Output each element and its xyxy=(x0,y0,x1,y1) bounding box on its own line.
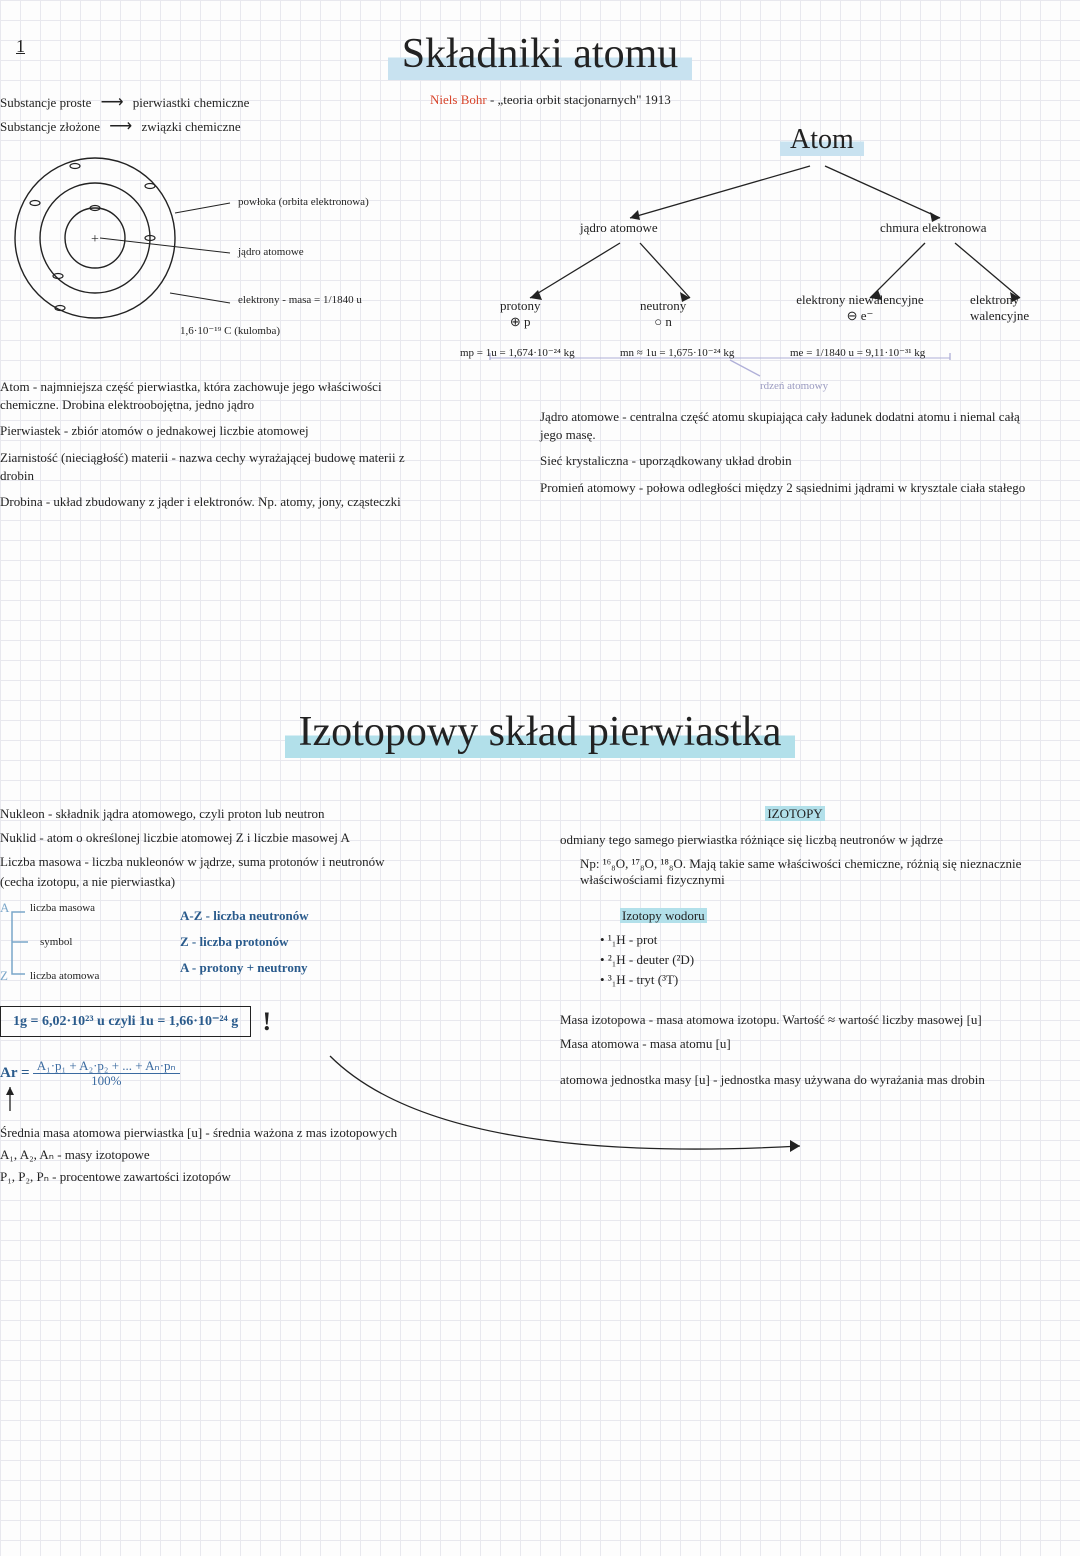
defs-left: Atom - najmniejsza część pierwiastka, kt… xyxy=(0,378,420,519)
h2: • ²₁H - deuter (²D) xyxy=(560,952,1030,968)
izotopy-wodoru-hdr: Izotopy wodoru xyxy=(560,908,1030,924)
def-siec: Sieć krystaliczna - uporządkowany układ … xyxy=(540,452,1040,470)
def-drobina: Drobina - układ zbudowany z jąder i elek… xyxy=(0,493,420,511)
tree-svg xyxy=(430,148,1050,378)
eq-row: 1g = 6,02·10²³ u czyli 1u = 1,66·10⁻²⁴ g… xyxy=(0,1006,480,1037)
n-label: neutrony xyxy=(640,298,686,314)
h1: • ¹₁H - prot xyxy=(560,932,1030,948)
izotopy-hdr: IZOTOPY xyxy=(560,806,1030,822)
mp: mp = 1u = 1,674·10⁻²⁴ kg xyxy=(460,346,575,359)
svg-text:+: + xyxy=(91,232,99,247)
bohr-line: Niels Bohr - „teoria orbit stacjonarnych… xyxy=(430,92,671,108)
defs-right: Jądro atomowe - centralna część atomu sk… xyxy=(540,408,1040,505)
az-symbol-block: A Z liczba masowa symbol liczba atomowa … xyxy=(0,904,480,994)
label-jadro: jądro atomowe xyxy=(238,246,304,258)
ar-num: A₁·p₁ + A₂·p₂ + ... + Aₙ·pₙ xyxy=(33,1059,180,1074)
def-ziarnistosc: Ziarnistość (nieciągłość) materii - nazw… xyxy=(0,449,420,485)
izotopy-hdr-text: IZOTOPY xyxy=(765,806,824,821)
label-elektrony: elektrony - masa = 1/1840 u xyxy=(238,294,362,306)
p-label: protony xyxy=(500,298,540,314)
tree-protony: protony ⊕ p xyxy=(500,298,540,330)
enw-label: elektrony niewalencyjne xyxy=(790,292,930,308)
e-sym: ⊖ e⁻ xyxy=(790,308,930,324)
az-neutrons: A-Z - liczba neutronów xyxy=(180,908,309,924)
sym-label: symbol xyxy=(40,936,72,948)
arrow xyxy=(103,119,138,134)
pierwiastki: pierwiastki chemiczne xyxy=(133,95,250,110)
a-label: liczba masowa xyxy=(30,902,95,914)
ar-label: Ar = xyxy=(0,1065,30,1081)
tree-neutrony: neutrony ○ n xyxy=(640,298,686,330)
tree-enw: elektrony niewalencyjne ⊖ e⁻ xyxy=(790,292,930,324)
label-powloka: powłoka (orbita elektronowa) xyxy=(238,196,369,208)
def-atom: Atom - najmniejsza część pierwiastka, kt… xyxy=(0,378,420,414)
exclaim-icon: ! xyxy=(263,1007,272,1036)
line-proste: Substancje proste pierwiastki chemiczne xyxy=(0,92,249,112)
title-izotopy: Izotopowy skład pierwiastka xyxy=(285,708,796,758)
h3: • ³₁H - tryt (³T) xyxy=(560,972,1030,988)
me: me = 1/1840 u = 9,11·10⁻³¹ kg xyxy=(790,346,925,359)
iw-text: Izotopy wodoru xyxy=(620,908,707,923)
def-pierwiastek: Pierwiastek - zbiór atomów o jednakowej … xyxy=(0,422,420,440)
rdzen: rdzeń atomowy xyxy=(760,380,828,392)
zwiazki: związki chemiczne xyxy=(141,119,240,134)
def-promien: Promień atomowy - połowa odległości międ… xyxy=(540,479,1040,497)
ar-fraction: A₁·p₁ + A₂·p₂ + ... + Aₙ·pₙ 100% xyxy=(33,1059,180,1089)
page-number: 1 xyxy=(16,36,25,57)
mn: mn ≈ 1u = 1,675·10⁻²⁴ kg xyxy=(620,346,734,359)
bohr-name: Niels Bohr xyxy=(430,92,487,107)
nukleon: Nukleon - składnik jądra atomowego, czyl… xyxy=(0,806,480,822)
title-skladniki: Składniki atomu xyxy=(388,30,693,80)
cecha: (cecha izotopu, a nie pierwiastka) xyxy=(0,874,480,890)
masa-izo: Masa izotopowa - masa atomowa izotopu. W… xyxy=(560,1012,1030,1028)
z-label: liczba atomowa xyxy=(30,970,99,982)
a-pn: A - protony + neutrony xyxy=(180,960,308,976)
izotopy-np: Np: ¹⁶₈O, ¹⁷₈O, ¹⁸₈O. Mają takie same wł… xyxy=(560,856,1030,888)
z-protons: Z - liczba protonów xyxy=(180,934,288,950)
tree-chmura: chmura elektronowa xyxy=(880,220,986,236)
subst-zlozone: Substancje złożone xyxy=(0,119,100,134)
tree-ew: elektrony walencyjne xyxy=(970,292,1050,324)
ar-den: 100% xyxy=(33,1074,180,1088)
def-jadro: Jądro atomowe - centralna część atomu sk… xyxy=(540,408,1040,444)
label-charge: 1,6·10⁻¹⁹ C (kulomba) xyxy=(180,324,280,337)
tree-jadro: jądro atomowe xyxy=(580,220,658,236)
liczba-masowa: Liczba masowa - liczba nukleonów w jądrz… xyxy=(0,854,480,870)
subst-proste: Substancje proste xyxy=(0,95,91,110)
p-sym: ⊕ p xyxy=(500,314,540,330)
atom-orbit-svg: + xyxy=(0,148,220,338)
arrow xyxy=(95,95,130,110)
ar-arrow-svg xyxy=(0,1087,20,1117)
n-sym: ○ n xyxy=(640,314,686,330)
nuklid: Nuklid - atom o określonej liczbie atomo… xyxy=(0,830,480,846)
section-atom: Substancje proste pierwiastki chemiczne … xyxy=(0,88,1080,648)
line-zlozone: Substancje złożone związki chemiczne xyxy=(0,116,241,136)
curve-arrow-svg xyxy=(320,1046,820,1176)
bohr-rest: - „teoria orbit stacjonarnych" 1913 xyxy=(490,92,671,107)
section-izotopy: Nukleon - składnik jądra atomowego, czyl… xyxy=(0,766,1080,1386)
eq-box: 1g = 6,02·10²³ u czyli 1u = 1,66·10⁻²⁴ g xyxy=(0,1006,251,1037)
izotopy-def: odmiany tego samego pierwiastka różniące… xyxy=(560,832,1030,848)
